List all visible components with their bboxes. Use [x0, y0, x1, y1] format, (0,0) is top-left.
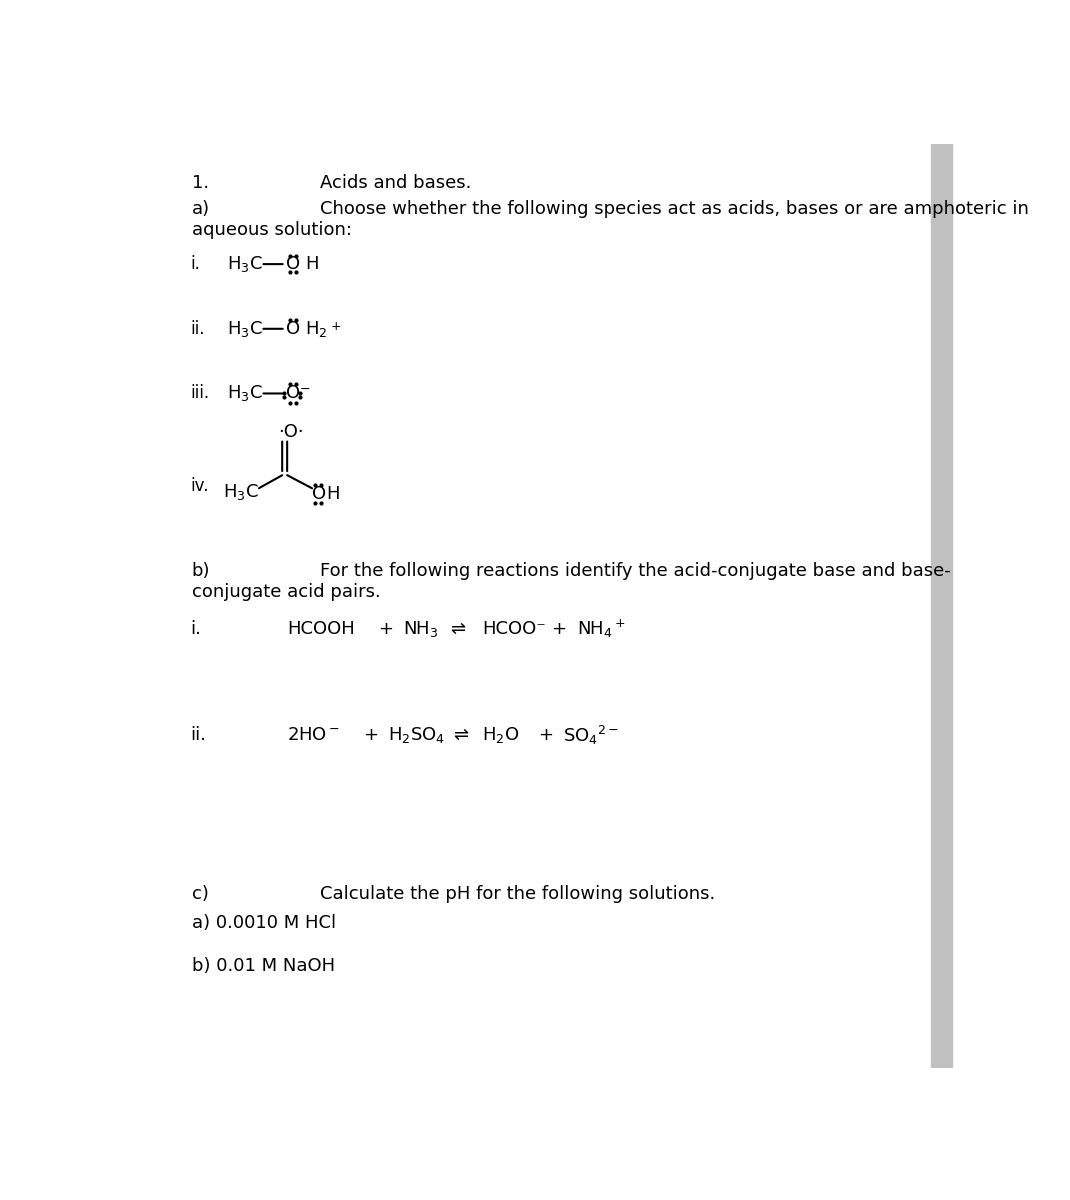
- Text: +: +: [364, 726, 379, 744]
- Text: NH$_4$$^+$: NH$_4$$^+$: [578, 618, 626, 641]
- Text: H$_2$SO$_4$: H$_2$SO$_4$: [388, 725, 445, 745]
- Text: +: +: [538, 726, 553, 744]
- Bar: [932, 144, 952, 1068]
- Text: Choose whether the following species act as acids, bases or are amphoteric in: Choose whether the following species act…: [320, 199, 1029, 217]
- Text: 1.: 1.: [192, 174, 209, 192]
- Text: H: H: [326, 485, 339, 503]
- Text: H$_3$C: H$_3$C: [227, 384, 262, 403]
- Text: c): c): [192, 886, 209, 904]
- Text: HCOOH: HCOOH: [287, 620, 355, 638]
- Text: H$_3$C: H$_3$C: [224, 482, 259, 503]
- Text: Calculate the pH for the following solutions.: Calculate the pH for the following solut…: [320, 886, 716, 904]
- Text: For the following reactions identify the acid-conjugate base and base-: For the following reactions identify the…: [320, 562, 951, 580]
- Text: ·O·: ·O·: [278, 424, 304, 442]
- Text: H$_3$C: H$_3$C: [227, 319, 262, 338]
- Text: SO$_4$$^{2-}$: SO$_4$$^{2-}$: [563, 724, 620, 746]
- Text: a) 0.0010 M HCl: a) 0.0010 M HCl: [192, 914, 336, 932]
- Text: ii.: ii.: [190, 726, 207, 744]
- Text: b): b): [192, 562, 211, 580]
- Text: +: +: [331, 319, 341, 332]
- Text: O: O: [286, 384, 300, 402]
- Text: +: +: [379, 620, 394, 638]
- Text: +: +: [551, 620, 566, 638]
- Text: aqueous solution:: aqueous solution:: [192, 221, 352, 239]
- Text: Acids and bases.: Acids and bases.: [320, 174, 472, 192]
- Text: conjugate acid pairs.: conjugate acid pairs.: [192, 583, 381, 601]
- Text: O: O: [312, 485, 326, 503]
- Text: O: O: [286, 319, 300, 337]
- Text: i.: i.: [190, 256, 200, 274]
- Text: ⇌: ⇌: [450, 620, 465, 638]
- Text: −: −: [300, 383, 310, 396]
- Text: ii.: ii.: [190, 319, 204, 337]
- Text: ⇌: ⇌: [453, 726, 469, 744]
- Text: iii.: iii.: [190, 384, 210, 402]
- Text: iv.: iv.: [190, 476, 209, 494]
- Text: H$_2$O: H$_2$O: [482, 725, 519, 745]
- Text: 2HO$^-$: 2HO$^-$: [287, 726, 340, 744]
- Text: i.: i.: [190, 620, 201, 638]
- Text: a): a): [192, 199, 210, 217]
- Text: H: H: [305, 256, 319, 274]
- Text: HCOO⁻: HCOO⁻: [482, 620, 546, 638]
- Text: H$_2$: H$_2$: [305, 319, 327, 338]
- Text: NH$_3$: NH$_3$: [403, 619, 439, 640]
- Text: O: O: [286, 256, 300, 274]
- Text: H$_3$C: H$_3$C: [227, 254, 262, 274]
- Text: b) 0.01 M NaOH: b) 0.01 M NaOH: [192, 958, 335, 976]
